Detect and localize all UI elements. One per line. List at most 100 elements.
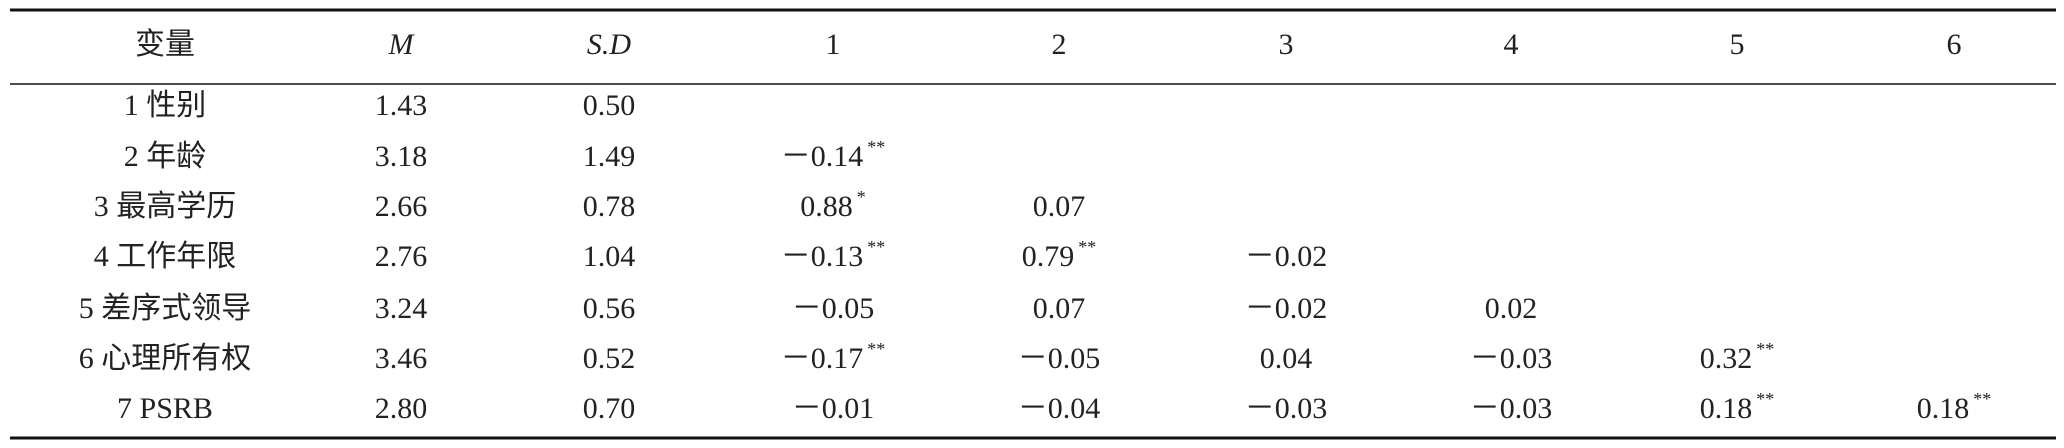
cell-value: 3.18 [375,140,428,173]
table-cell: 0.04 [1260,342,1313,375]
table-cell: 0.07 [1033,190,1086,223]
table-cell: 4 工作年限 [94,240,237,273]
cell-value: 7 PSRB [117,392,213,425]
table-cell: 0.18 ** [1700,389,1775,425]
cell-value: －0.03 [1470,392,1553,425]
table-cell: －0.14 ** [781,137,886,173]
table-cell: 0.50 [583,89,636,122]
table-cell: 0.32 ** [1700,339,1775,375]
cell-value: 0.32 [1700,342,1753,375]
cell-value: 4 工作年限 [94,240,237,273]
significance-mark: ** [867,339,885,359]
cell-value: －0.02 [1245,292,1328,325]
significance-mark: ** [1756,389,1774,409]
cell-value: －0.01 [792,392,875,425]
cell-value: －0.04 [1018,392,1101,425]
header-cell: 4 [1504,28,1519,61]
table-cell: 0.52 [583,342,636,375]
table-cell: －0.03 [1470,342,1553,375]
table-cell: －0.13 ** [781,237,886,273]
table-cell: 1.43 [375,89,428,122]
significance-mark: ** [867,237,885,257]
header-cell: 5 [1730,28,1745,61]
cell-value: 2 年龄 [124,140,207,173]
table-cell: 5 差序式领导 [79,292,252,325]
cell-value: －0.05 [792,292,875,325]
cell-value: 0.07 [1033,190,1086,223]
cell-value: 0.02 [1485,292,1538,325]
table-cell: 0.02 [1485,292,1538,325]
header-cell: 1 [826,28,841,61]
cell-value: －0.13 [781,240,864,273]
table-cell: －0.17 ** [781,339,886,375]
cell-value: 2.76 [375,240,428,273]
table-cell: －0.05 [792,292,875,325]
cell-value: 3 最高学历 [94,190,237,223]
cell-value: 0.70 [583,392,636,425]
significance-mark: ** [1078,237,1096,257]
cell-value: －0.05 [1018,342,1101,375]
table-cell: 2 年龄 [124,140,207,173]
table-cell: 2.80 [375,392,428,425]
table-cell: 3 最高学历 [94,190,237,223]
cell-value: 0.52 [583,342,636,375]
header-cell: M [388,28,416,61]
table-cell: 3.18 [375,140,428,173]
cell-value: 0.78 [583,190,636,223]
cell-value: 2.80 [375,392,428,425]
cell-value: 1.49 [583,140,636,173]
table-cell: 0.79 ** [1022,237,1097,273]
cell-value: 1.43 [375,89,428,122]
cell-value: 0.07 [1033,292,1086,325]
significance-mark: ** [867,137,885,157]
cell-value: 1 性别 [124,89,207,122]
table-cell: 6 心理所有权 [79,342,252,375]
cell-value: 1.04 [583,240,636,273]
cell-value: 0.04 [1260,342,1313,375]
header-cell: 2 [1052,28,1067,61]
table-cell: －0.02 [1245,240,1328,273]
cell-value: 0.79 [1022,240,1075,273]
cell-value: －0.02 [1245,240,1328,273]
significance-mark: * [857,187,866,207]
table-cell: 0.07 [1033,292,1086,325]
cell-value: 5 差序式领导 [79,292,252,325]
table-cell: 0.70 [583,392,636,425]
header-cell: 3 [1279,28,1294,61]
cell-value: －0.03 [1245,392,1328,425]
table-cell: －0.03 [1245,392,1328,425]
table-cell: 2.66 [375,190,428,223]
table-cell: －0.01 [792,392,875,425]
table-cell: 3.24 [375,292,428,325]
table-cell: －0.02 [1245,292,1328,325]
table-cell: 1.04 [583,240,636,273]
cell-value: 0.18 [1700,392,1753,425]
table-cell: 1 性别 [124,89,207,122]
cell-value: 0.18 [1917,392,1970,425]
header-cell: 变量 [135,28,195,61]
cell-value: 6 心理所有权 [79,342,252,375]
table-cell: －0.03 [1470,392,1553,425]
table-cell: 0.56 [583,292,636,325]
table-cell: 1.49 [583,140,636,173]
cell-value: －0.17 [781,342,864,375]
cell-value: 2.66 [375,190,428,223]
cell-value: 0.50 [583,89,636,122]
table-cell: 0.18 ** [1917,389,1992,425]
table-cell: 0.88 * [800,187,866,223]
cell-value: 0.56 [583,292,636,325]
significance-mark: ** [1756,339,1774,359]
cell-value: －0.03 [1470,342,1553,375]
significance-mark: ** [1973,389,1991,409]
table-cell: 0.78 [583,190,636,223]
table-cell: 2.76 [375,240,428,273]
table-cell: 7 PSRB [117,392,213,425]
cell-value: 3.24 [375,292,428,325]
cell-value: －0.14 [781,140,864,173]
table-cell: 3.46 [375,342,428,375]
header-cell: 6 [1947,28,1962,61]
header-cell: S.D [587,28,632,61]
table-cell: －0.05 [1018,342,1101,375]
